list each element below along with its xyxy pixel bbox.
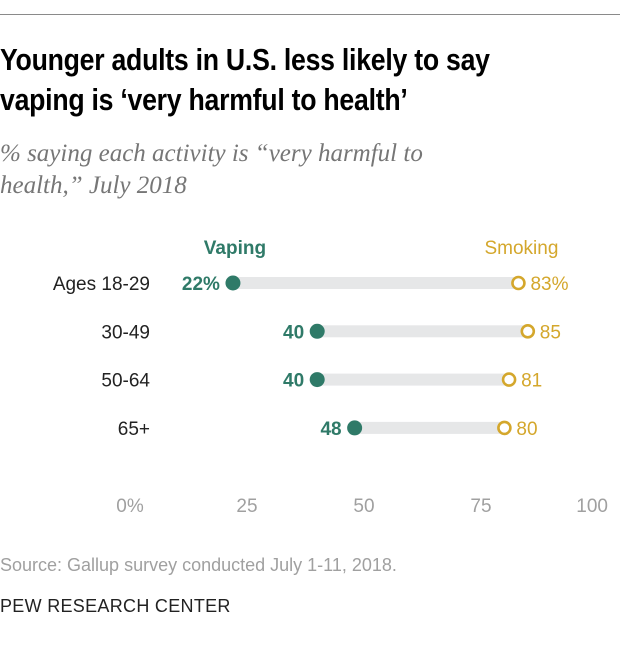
smoking-value-label: 81	[521, 371, 542, 392]
x-tick-label: 75	[470, 496, 491, 517]
range-bar	[232, 277, 519, 289]
legend-vaping: Vaping	[204, 238, 266, 259]
brand-logo-text: PEW RESEARCH CENTER	[0, 596, 231, 616]
smoking-dot	[520, 323, 536, 339]
source-note: Source: Gallup survey conducted July 1-1…	[0, 555, 397, 575]
subtitle-line-1: % saying each activity is “very harmful …	[0, 140, 423, 167]
vaping-dot	[309, 323, 325, 339]
vaping-dot	[225, 275, 241, 291]
smoking-value-label: 83%	[530, 274, 568, 295]
x-tick-label: 25	[236, 496, 257, 517]
range-bar	[317, 373, 510, 386]
smoking-dot	[501, 372, 517, 387]
chart-subtitle: % saying each activity is “very harmful …	[0, 138, 423, 202]
smoking-dot	[511, 275, 526, 291]
vaping-dot	[347, 420, 363, 436]
smoking-dot	[497, 420, 512, 436]
smoking-value-label: 85	[540, 322, 561, 343]
vaping-value-label: 48	[320, 419, 341, 440]
vaping-dot	[309, 372, 325, 388]
x-tick-label: 50	[353, 496, 374, 517]
category-label: 50-64	[101, 371, 150, 392]
subtitle-line-2: health,” July 2018	[0, 172, 187, 199]
range-bar	[317, 325, 528, 338]
x-tick-label: 0%	[116, 496, 144, 517]
vaping-value-label: 40	[283, 371, 304, 392]
legend-smoking: Smoking	[484, 238, 558, 259]
top-rule	[0, 14, 620, 15]
vaping-value-label: 40	[283, 322, 304, 343]
category-label: 65+	[118, 419, 150, 440]
chart-title: Younger adults in U.S. less likely to sa…	[0, 40, 490, 120]
x-tick-label: 100	[576, 496, 608, 517]
category-label: 30-49	[101, 322, 150, 343]
vaping-value-label: 22%	[182, 274, 220, 295]
category-label: Ages 18-29	[53, 274, 150, 295]
title-line-1: Younger adults in U.S. less likely to sa…	[0, 42, 490, 77]
range-bar	[354, 421, 505, 434]
title-line-2: vaping is ‘very harmful to health’	[0, 82, 408, 117]
smoking-value-label: 80	[516, 419, 537, 440]
